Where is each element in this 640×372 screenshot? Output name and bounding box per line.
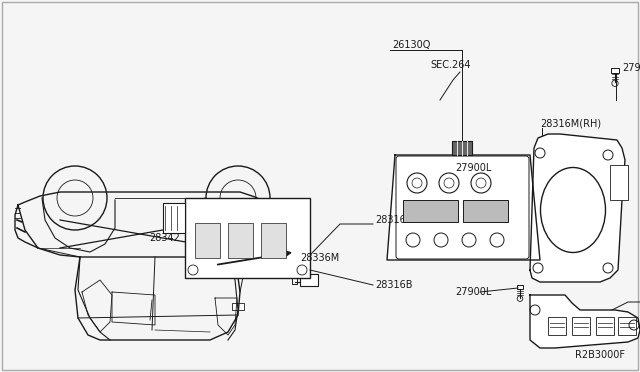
Bar [463, 200, 508, 222]
Text: 28342: 28342 [149, 233, 180, 243]
Bar [618, 317, 636, 335]
Text: 27900L: 27900L [622, 63, 640, 73]
Bar [521, 160, 527, 164]
Text: 28316M(RH): 28316M(RH) [540, 118, 601, 128]
Bar [185, 198, 310, 278]
Polygon shape [530, 295, 640, 348]
Bar [517, 285, 523, 289]
Bar [195, 223, 220, 258]
Bar [548, 317, 566, 335]
Bar [611, 68, 619, 73]
FancyBboxPatch shape [396, 156, 529, 259]
Text: 26130Q: 26130Q [392, 40, 430, 50]
Text: 28316B: 28316B [375, 215, 413, 225]
Text: 28336M: 28336M [300, 253, 339, 263]
Text: 28316B: 28316B [375, 280, 413, 290]
Text: 27900L: 27900L [455, 287, 492, 297]
Bar [300, 274, 318, 286]
Bar [232, 303, 244, 310]
Bar [292, 275, 297, 284]
Bar [228, 223, 253, 258]
Bar [452, 141, 472, 155]
Bar [610, 165, 628, 200]
Bar [596, 317, 614, 335]
Text: R2B3000F: R2B3000F [575, 350, 625, 360]
Polygon shape [387, 155, 540, 260]
Polygon shape [530, 134, 625, 282]
Text: 27900L: 27900L [455, 163, 492, 173]
Bar [163, 203, 185, 233]
Bar [572, 317, 590, 335]
Bar [403, 200, 458, 222]
Bar [261, 223, 286, 258]
Text: SEC.264: SEC.264 [430, 60, 470, 70]
